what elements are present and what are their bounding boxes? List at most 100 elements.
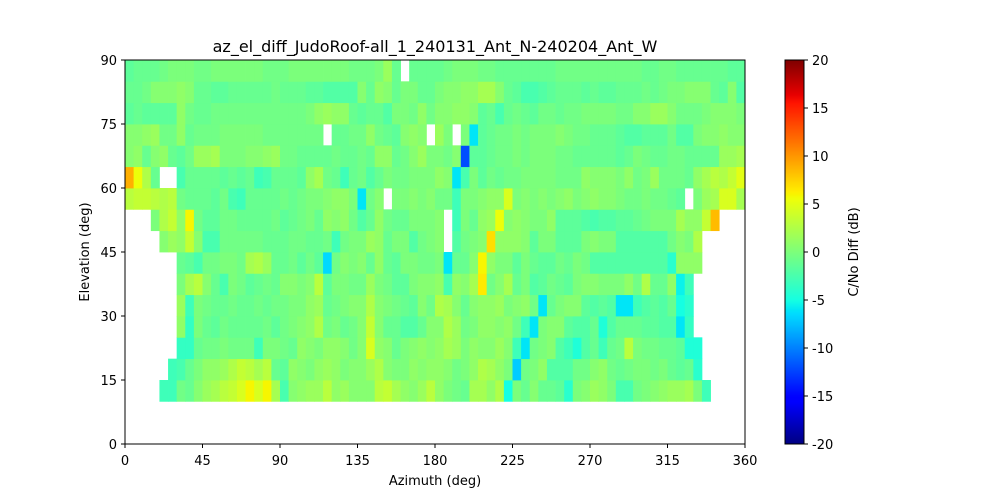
heatmap-cell: [348, 145, 358, 168]
heatmap-cell: [495, 145, 505, 168]
x-tick-label: 315: [655, 454, 680, 469]
heatmap-cell: [323, 358, 333, 381]
heatmap-cell: [676, 358, 686, 381]
heatmap-cell: [486, 209, 496, 232]
heatmap-cell: [607, 273, 617, 296]
heatmap-cell: [305, 102, 315, 125]
heatmap-cell: [383, 294, 393, 317]
heatmap-cell: [615, 124, 625, 146]
colorbar-segment: [785, 350, 804, 353]
heatmap-cell: [297, 358, 307, 381]
heatmap-cell: [228, 273, 238, 296]
heatmap-cell: [366, 81, 376, 104]
heatmap-cell: [495, 166, 505, 189]
heatmap-cell: [658, 230, 668, 253]
heatmap-cell: [211, 209, 221, 232]
heatmap-cell: [641, 188, 651, 210]
heatmap-cell: [469, 209, 479, 232]
heatmap-cell: [503, 145, 513, 168]
heatmap-cell: [684, 166, 694, 189]
heatmap-cell: [159, 145, 169, 168]
heatmap-cell: [254, 145, 264, 168]
colorbar-segment: [785, 192, 804, 195]
heatmap-cell: [607, 188, 617, 210]
heatmap-cell: [633, 337, 643, 360]
heatmap-cell: [400, 145, 410, 168]
heatmap-cell: [254, 102, 264, 125]
heatmap-cell: [366, 358, 376, 381]
heatmap-cell: [245, 380, 255, 402]
heatmap-cell: [133, 188, 143, 210]
heatmap-cell: [133, 102, 143, 125]
heatmap-cell: [469, 273, 479, 296]
heatmap-cell: [443, 358, 453, 381]
heatmap-cell: [366, 145, 376, 168]
heatmap-cell: [125, 102, 135, 125]
heatmap-cell: [598, 230, 608, 253]
heatmap-cell: [538, 273, 548, 296]
heatmap-cell: [736, 81, 746, 104]
colorbar-segment: [785, 232, 804, 235]
heatmap-cell: [271, 230, 281, 253]
heatmap-cell: [529, 252, 539, 274]
colorbar-segment: [785, 278, 804, 281]
heatmap-cell: [323, 273, 333, 296]
heatmap-cell: [676, 60, 686, 82]
colorbar-segment: [785, 224, 804, 227]
heatmap-cell: [710, 124, 720, 146]
heatmap-cell: [168, 60, 178, 82]
heatmap-cell: [400, 273, 410, 296]
colorbar-segment: [785, 170, 804, 173]
heatmap-cell: [529, 316, 539, 338]
heatmap-cell: [280, 294, 290, 317]
heatmap-cell: [193, 316, 203, 338]
heatmap-cell: [262, 145, 272, 168]
heatmap-cell: [374, 316, 384, 338]
heatmap-cell: [460, 81, 470, 104]
heatmap-cell: [572, 209, 582, 232]
heatmap-cell: [443, 316, 453, 338]
heatmap-cell: [426, 380, 436, 402]
heatmap-cell: [701, 124, 711, 146]
colorbar-segment: [785, 228, 804, 231]
heatmap-cell: [590, 252, 600, 274]
heatmap-cell: [615, 337, 625, 360]
heatmap-cell: [624, 294, 634, 317]
heatmap-cell: [564, 230, 574, 253]
y-tick-label: 30: [100, 310, 117, 325]
heatmap-cell: [529, 230, 539, 253]
heatmap-cell: [452, 316, 462, 338]
heatmap-cell: [538, 145, 548, 168]
heatmap-cell: [641, 358, 651, 381]
heatmap-cell: [486, 358, 496, 381]
heatmap-cell: [658, 102, 668, 125]
heatmap-cell: [633, 358, 643, 381]
colorbar-segment: [785, 182, 804, 185]
heatmap-cell: [564, 60, 574, 82]
heatmap-cell: [236, 380, 246, 402]
heatmap-cell: [236, 102, 246, 125]
colorbar-segment: [785, 346, 804, 349]
heatmap-cell: [443, 124, 453, 146]
heatmap-cell: [211, 252, 221, 274]
colorbar-segment: [785, 396, 804, 399]
heatmap-cell: [435, 81, 445, 104]
heatmap-cell: [288, 273, 298, 296]
colorbar-segment: [785, 262, 804, 265]
heatmap-cell: [426, 358, 436, 381]
heatmap-cell: [219, 60, 229, 82]
heatmap-cell: [193, 294, 203, 317]
y-axis-label: Elevation (deg): [78, 202, 93, 301]
heatmap-cell: [417, 166, 427, 189]
heatmap-cell: [719, 60, 729, 82]
heatmap-cell: [374, 380, 384, 402]
heatmap-cell: [478, 273, 488, 296]
heatmap-cell: [417, 358, 427, 381]
heatmap-cell: [142, 60, 152, 82]
colorbar-segment: [785, 150, 804, 153]
heatmap-cell: [366, 316, 376, 338]
heatmap-cell: [348, 294, 358, 317]
heatmap-cell: [650, 102, 660, 125]
heatmap-cell: [667, 230, 677, 253]
heatmap-cell: [676, 252, 686, 274]
